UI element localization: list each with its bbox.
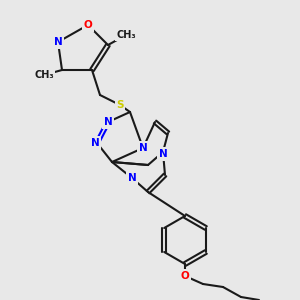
Text: CH₃: CH₃ [34,70,54,80]
Text: N: N [54,37,62,47]
Text: N: N [159,149,167,159]
Text: N: N [139,143,147,153]
Text: O: O [84,20,92,30]
Text: N: N [128,173,136,183]
Text: O: O [181,271,189,281]
Text: S: S [116,100,124,110]
Text: N: N [103,117,112,127]
Text: N: N [91,138,99,148]
Text: CH₃: CH₃ [116,30,136,40]
